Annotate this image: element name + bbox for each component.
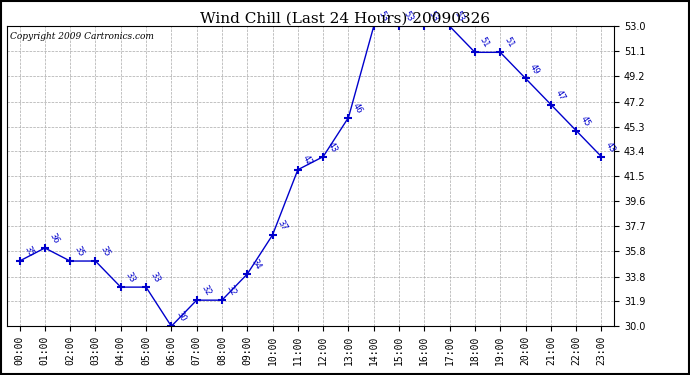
Text: 32: 32 [199,284,213,297]
Text: 53: 53 [402,10,415,24]
Text: 37: 37 [275,218,288,232]
Text: 53: 53 [377,10,390,24]
Text: 46: 46 [351,101,364,115]
Text: 32: 32 [225,284,238,297]
Text: 49: 49 [529,62,542,76]
Text: 45: 45 [579,114,592,128]
Text: 35: 35 [73,244,86,258]
Text: 30: 30 [174,310,187,324]
Text: 33: 33 [149,270,162,284]
Text: 42: 42 [301,153,314,167]
Text: 43: 43 [326,140,339,154]
Text: 36: 36 [48,231,61,245]
Text: Copyright 2009 Cartronics.com: Copyright 2009 Cartronics.com [10,32,154,41]
Text: 53: 53 [427,10,440,24]
Text: 51: 51 [477,36,491,50]
Text: Wind Chill (Last 24 Hours) 20090326: Wind Chill (Last 24 Hours) 20090326 [200,11,490,25]
Text: 35: 35 [98,244,111,258]
Text: 51: 51 [503,36,516,50]
Text: 35: 35 [22,244,35,258]
Text: 53: 53 [453,10,466,24]
Text: 34: 34 [250,258,263,271]
Text: 47: 47 [553,88,566,102]
Text: 33: 33 [124,270,137,284]
Text: 43: 43 [604,140,618,154]
